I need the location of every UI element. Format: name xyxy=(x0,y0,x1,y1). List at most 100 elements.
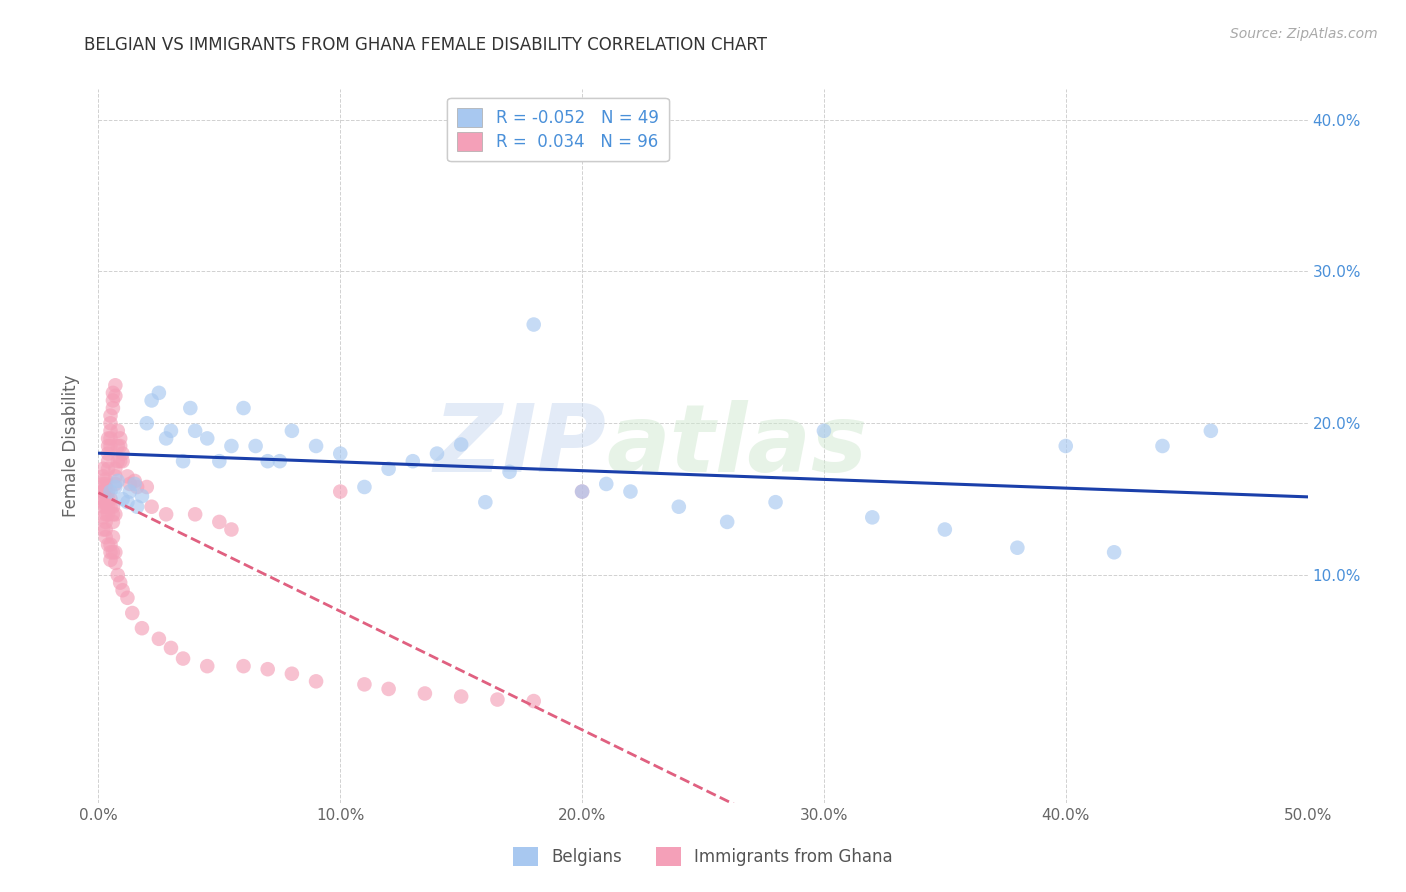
Point xyxy=(571,484,593,499)
Point xyxy=(232,401,254,415)
Point xyxy=(155,508,177,522)
Point xyxy=(100,545,122,559)
Point xyxy=(813,424,835,438)
Point xyxy=(94,472,117,486)
Point xyxy=(377,462,399,476)
Point xyxy=(1054,439,1077,453)
Point xyxy=(523,694,546,708)
Point xyxy=(245,439,267,453)
Point xyxy=(97,462,120,476)
Point xyxy=(107,424,129,438)
Point xyxy=(104,378,127,392)
Point xyxy=(100,553,122,567)
Point xyxy=(97,484,120,499)
Point xyxy=(131,489,153,503)
Point xyxy=(124,474,146,488)
Point xyxy=(256,662,278,676)
Point xyxy=(97,492,120,507)
Point xyxy=(101,545,124,559)
Point xyxy=(111,447,134,461)
Point xyxy=(118,477,141,491)
Point xyxy=(101,401,124,415)
Point xyxy=(101,500,124,514)
Point xyxy=(97,538,120,552)
Point xyxy=(97,454,120,468)
Point xyxy=(135,480,157,494)
Point xyxy=(101,508,124,522)
Point xyxy=(377,681,399,696)
Point xyxy=(94,500,117,514)
Point xyxy=(1199,424,1222,438)
Point xyxy=(97,447,120,461)
Point xyxy=(104,480,127,494)
Point xyxy=(101,385,124,400)
Point xyxy=(131,621,153,635)
Point xyxy=(94,523,117,537)
Point xyxy=(1102,545,1125,559)
Point xyxy=(91,510,114,524)
Point xyxy=(160,640,183,655)
Point xyxy=(104,556,127,570)
Point xyxy=(619,484,641,499)
Point xyxy=(91,495,114,509)
Point xyxy=(141,500,163,514)
Point xyxy=(100,416,122,430)
Text: Source: ZipAtlas.com: Source: ZipAtlas.com xyxy=(1230,27,1378,41)
Point xyxy=(221,523,243,537)
Point xyxy=(208,454,231,468)
Point xyxy=(108,454,131,468)
Point xyxy=(104,462,127,476)
Point xyxy=(108,431,131,445)
Point xyxy=(141,393,163,408)
Point xyxy=(100,424,122,438)
Point xyxy=(117,495,139,509)
Point xyxy=(100,538,122,552)
Point xyxy=(571,484,593,499)
Point xyxy=(94,508,117,522)
Point xyxy=(91,500,114,514)
Point xyxy=(195,659,218,673)
Point xyxy=(118,484,141,499)
Point xyxy=(100,484,122,499)
Point xyxy=(97,439,120,453)
Point xyxy=(353,677,375,691)
Point xyxy=(101,515,124,529)
Point xyxy=(107,568,129,582)
Point xyxy=(107,439,129,453)
Y-axis label: Female Disability: Female Disability xyxy=(62,375,80,517)
Point xyxy=(232,659,254,673)
Point xyxy=(281,424,304,438)
Point xyxy=(195,431,218,445)
Point xyxy=(104,508,127,522)
Point xyxy=(934,523,956,537)
Point xyxy=(97,431,120,445)
Point xyxy=(269,454,291,468)
Point xyxy=(595,477,617,491)
Point xyxy=(860,510,883,524)
Point xyxy=(172,454,194,468)
Point xyxy=(121,606,143,620)
Point xyxy=(94,480,117,494)
Point xyxy=(353,480,375,494)
Point xyxy=(91,484,114,499)
Point xyxy=(108,439,131,453)
Point xyxy=(91,492,114,507)
Point xyxy=(91,484,114,499)
Point xyxy=(765,495,787,509)
Point xyxy=(179,401,201,415)
Point xyxy=(305,674,328,689)
Point xyxy=(100,409,122,423)
Point xyxy=(716,515,738,529)
Point xyxy=(305,439,328,453)
Point xyxy=(91,477,114,491)
Point xyxy=(94,495,117,509)
Point xyxy=(101,393,124,408)
Point xyxy=(104,545,127,559)
Point xyxy=(474,495,496,509)
Point xyxy=(127,500,149,514)
Point xyxy=(117,591,139,605)
Point xyxy=(111,492,134,507)
Point xyxy=(97,508,120,522)
Point xyxy=(91,469,114,483)
Point xyxy=(94,477,117,491)
